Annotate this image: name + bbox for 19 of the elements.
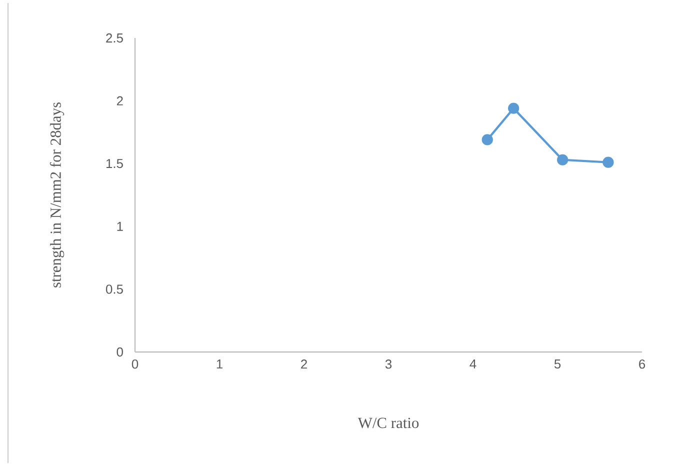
- x-tick-label: 5: [554, 360, 561, 369]
- point: [556, 154, 568, 166]
- x-axis-title: W/C ratio: [358, 418, 419, 428]
- y-tick-label: 2.5: [106, 33, 123, 43]
- y-tick-label: 1.5: [106, 159, 123, 168]
- y-tick-label: 1: [117, 222, 123, 231]
- x-tick-label: 2: [301, 360, 307, 369]
- point: [602, 156, 614, 168]
- y-tick-label: 2: [116, 96, 123, 106]
- y-tick-label: 0: [116, 347, 123, 357]
- point: [508, 102, 520, 114]
- x-tick-label: 0: [132, 360, 138, 369]
- x-tick-label: 6: [639, 360, 646, 369]
- y-tick-label: 0.5: [106, 284, 123, 294]
- x-tick-label: 4: [470, 360, 476, 368]
- point: [482, 134, 493, 146]
- y-axis-title: strength in N/mm2 for 28days: [50, 102, 64, 288]
- x-tick-label: 1: [216, 360, 222, 368]
- x-tick-label: 3: [385, 360, 392, 369]
